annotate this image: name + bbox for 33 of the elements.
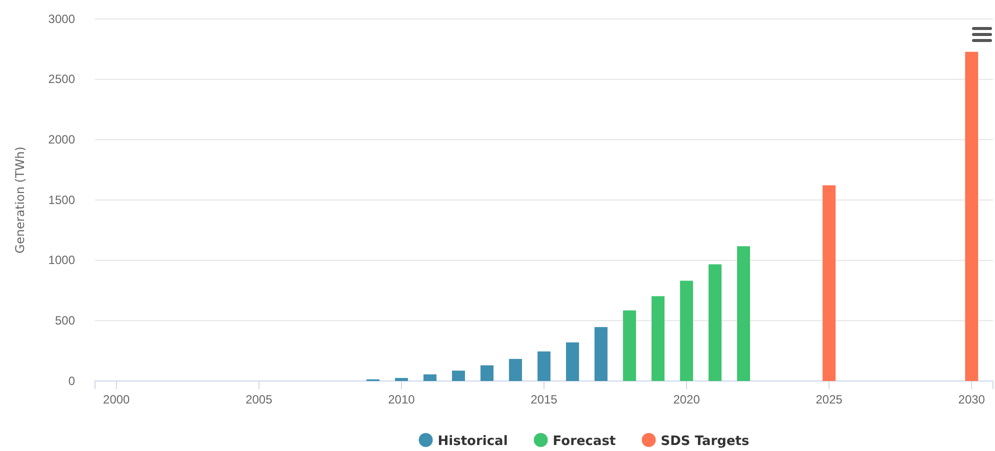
y-tick-label: 2500 (48, 72, 76, 86)
legend-label: Historical (438, 434, 508, 449)
bar (708, 264, 722, 381)
y-tick-label: 1000 (48, 253, 76, 268)
bar (965, 52, 978, 381)
y-tick-label: 1500 (48, 192, 76, 207)
bar (423, 374, 436, 381)
x-tick-label: 2020 (673, 392, 700, 407)
x-tick-label: 2000 (103, 392, 130, 407)
x-tick-label: 2015 (530, 392, 558, 407)
y-tick-label: 500 (54, 314, 76, 328)
bar (822, 185, 836, 381)
x-tick-label: 2030 (958, 392, 986, 407)
bar (737, 246, 750, 381)
bar (452, 370, 465, 381)
bar (508, 358, 522, 381)
y-axis-title: Generation (TWh) (13, 146, 27, 254)
bar (594, 327, 608, 381)
y-tick-label: 0 (68, 374, 76, 388)
bar (480, 365, 494, 381)
bar (538, 351, 550, 381)
bar (623, 310, 636, 381)
legend-label: SDS Targets (660, 434, 750, 449)
bar (394, 378, 408, 381)
bar (680, 280, 694, 381)
y-tick-label: 2000 (48, 132, 76, 147)
legend-label: Forecast (552, 434, 616, 449)
bar (652, 296, 665, 381)
bar (566, 342, 580, 381)
x-tick-label: 2005 (246, 392, 273, 407)
y-tick-label: 3000 (48, 12, 76, 26)
x-tick-label: 2010 (388, 392, 416, 407)
x-tick-label: 2025 (816, 392, 843, 407)
